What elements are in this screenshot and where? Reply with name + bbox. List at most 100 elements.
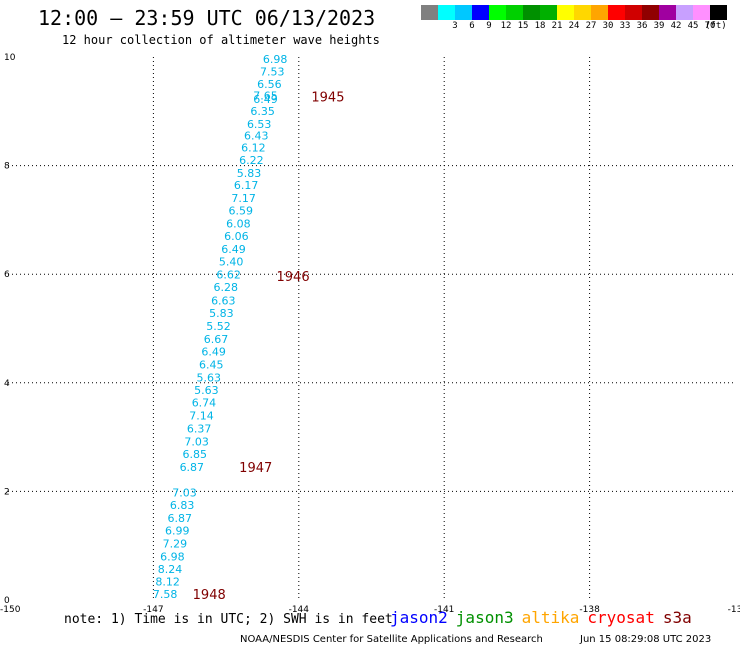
y-axis-ticks: 0 2 4 6 8 10 — [4, 53, 16, 606]
color-swatch — [574, 5, 591, 20]
color-scale-labels: (ft) 3 6 9 12 15 18 21 24 27 30 33 36 39 42 45 70 — [421, 21, 740, 35]
swh-value-label: 6.53 — [247, 118, 272, 131]
color-swatch — [540, 5, 557, 20]
color-scale-tick: 70 — [704, 21, 716, 31]
footer-credit: NOAA/NESDIS Center for Satellite Applica… — [240, 634, 543, 645]
swh-value-label: 5.63 — [197, 371, 222, 384]
grid-lines — [8, 57, 735, 600]
swh-value-label: 6.08 — [226, 218, 251, 231]
satellite-name: jason3 — [455, 608, 514, 627]
color-scale-tick: 42 — [670, 21, 682, 31]
color-swatch — [659, 5, 676, 20]
time-label: 1946 — [277, 270, 310, 285]
color-scale-tick: 24 — [568, 21, 580, 31]
color-swatch — [591, 5, 608, 20]
color-swatch — [455, 5, 472, 20]
x-tick-label: -141 — [434, 605, 454, 615]
color-swatch — [608, 5, 625, 20]
color-scale-tick: 33 — [619, 21, 631, 31]
swh-value-label: 6.67 — [204, 333, 229, 346]
swh-points: 6.987.536.567.656.496.356.536.436.126.22… — [153, 53, 288, 601]
swh-value-label: 8.12 — [155, 576, 180, 589]
color-scale-tick: 9 — [486, 21, 492, 31]
color-scale-tick: 30 — [602, 21, 614, 31]
color-swatch — [489, 5, 506, 20]
swh-value-label: 6.87 — [167, 512, 192, 525]
satellite-name: cryosat — [587, 608, 655, 627]
x-tick-label: -147 — [143, 605, 163, 615]
swh-value-label: 5.83 — [237, 167, 262, 180]
x-tick-label: -138 — [579, 605, 600, 615]
swh-value-label: 6.99 — [165, 524, 190, 537]
footer-note: note: 1) Time is in UTC; 2) SWH is in fe… — [64, 612, 393, 627]
swh-value-label: 6.98 — [160, 551, 185, 564]
swh-value-label: 6.35 — [250, 105, 274, 118]
swh-value-label: 5.63 — [194, 384, 219, 397]
swh-value-label: 6.06 — [224, 230, 249, 243]
color-scale-tick: 27 — [585, 21, 597, 31]
swh-value-label: 8.24 — [158, 563, 183, 576]
swh-value-label: 6.49 — [221, 243, 246, 256]
color-swatch — [523, 5, 540, 20]
swh-value-label: 5.52 — [206, 320, 231, 333]
satellite-legend: jason2 jason3 altika cryosat s3a — [390, 608, 700, 627]
swh-value-label: 6.22 — [239, 154, 264, 167]
swh-value-label: 7.14 — [189, 409, 214, 422]
swh-value-label: 7.53 — [260, 66, 285, 79]
y-tick-label: 2 — [4, 487, 10, 497]
satellite-name: altika — [521, 608, 580, 627]
swh-value-label: 7.03 — [172, 486, 197, 499]
color-swatch — [676, 5, 693, 20]
swh-value-label: 7.17 — [231, 192, 256, 205]
x-tick-label: -13 — [728, 605, 740, 615]
satellite-name: s3a — [662, 608, 692, 627]
footer-timestamp: Jun 15 08:29:08 UTC 2023 — [580, 634, 712, 645]
swh-value-label: 6.43 — [244, 130, 268, 143]
swh-value-label: 6.85 — [182, 448, 207, 461]
swh-value-label: 6.87 — [180, 461, 205, 474]
color-scale-tick: 12 — [500, 21, 512, 31]
swh-value-label: 6.49 — [201, 345, 226, 358]
time-label: 1947 — [239, 461, 272, 476]
swh-value-label: 6.62 — [216, 269, 241, 282]
satellite-name: jason2 — [390, 608, 448, 627]
x-axis-ticks: -150 -147 -144 -141 -138 -13 — [0, 605, 740, 615]
y-tick-label: 10 — [4, 53, 16, 63]
color-scale-unit: (ft) — [705, 21, 727, 31]
color-swatch — [557, 5, 574, 20]
swh-value-label: 6.45 — [199, 358, 224, 371]
color-swatch — [710, 5, 727, 20]
color-swatch — [693, 5, 710, 20]
color-swatch — [472, 5, 489, 20]
swh-value-label: 6.59 — [229, 205, 254, 218]
page-title: 12:00 – 23:59 UTC 06/13/2023 — [38, 6, 376, 30]
y-tick-label: 8 — [4, 162, 10, 172]
swh-value-label: 7.58 — [153, 588, 178, 601]
swh-value-label: 6.49 — [253, 93, 278, 106]
color-scale-legend: (ft) 3 6 9 12 15 18 21 24 27 30 33 36 39 42 45 70 — [421, 5, 727, 31]
swh-value-label: 6.74 — [192, 396, 217, 409]
y-tick-label: 6 — [4, 270, 10, 280]
swh-value-label: 6.63 — [211, 294, 236, 307]
color-swatch — [421, 5, 438, 20]
swh-value-label: 7.65 — [253, 90, 278, 103]
page-subtitle: 12 hour collection of altimeter wave hei… — [62, 33, 380, 47]
x-tick-label: -144 — [289, 605, 310, 615]
color-scale-tick: 21 — [551, 21, 563, 31]
swh-value-label: 6.98 — [263, 53, 288, 66]
color-scale-tick: 36 — [636, 21, 648, 31]
color-swatch — [625, 5, 642, 20]
color-scale-tick: 18 — [534, 21, 546, 31]
color-swatch — [506, 5, 523, 20]
swh-value-label: 5.40 — [219, 256, 244, 269]
swh-value-label: 6.83 — [170, 499, 195, 512]
time-label: 1945 — [311, 91, 344, 106]
swh-value-label: 6.17 — [234, 179, 259, 192]
color-scale-swatches — [421, 5, 727, 20]
color-scale-tick: 6 — [469, 21, 475, 31]
y-tick-label: 4 — [4, 379, 10, 389]
swh-value-label: 6.12 — [241, 142, 266, 155]
swh-value-label: 5.83 — [209, 307, 234, 320]
swh-value-label: 6.28 — [213, 281, 238, 294]
